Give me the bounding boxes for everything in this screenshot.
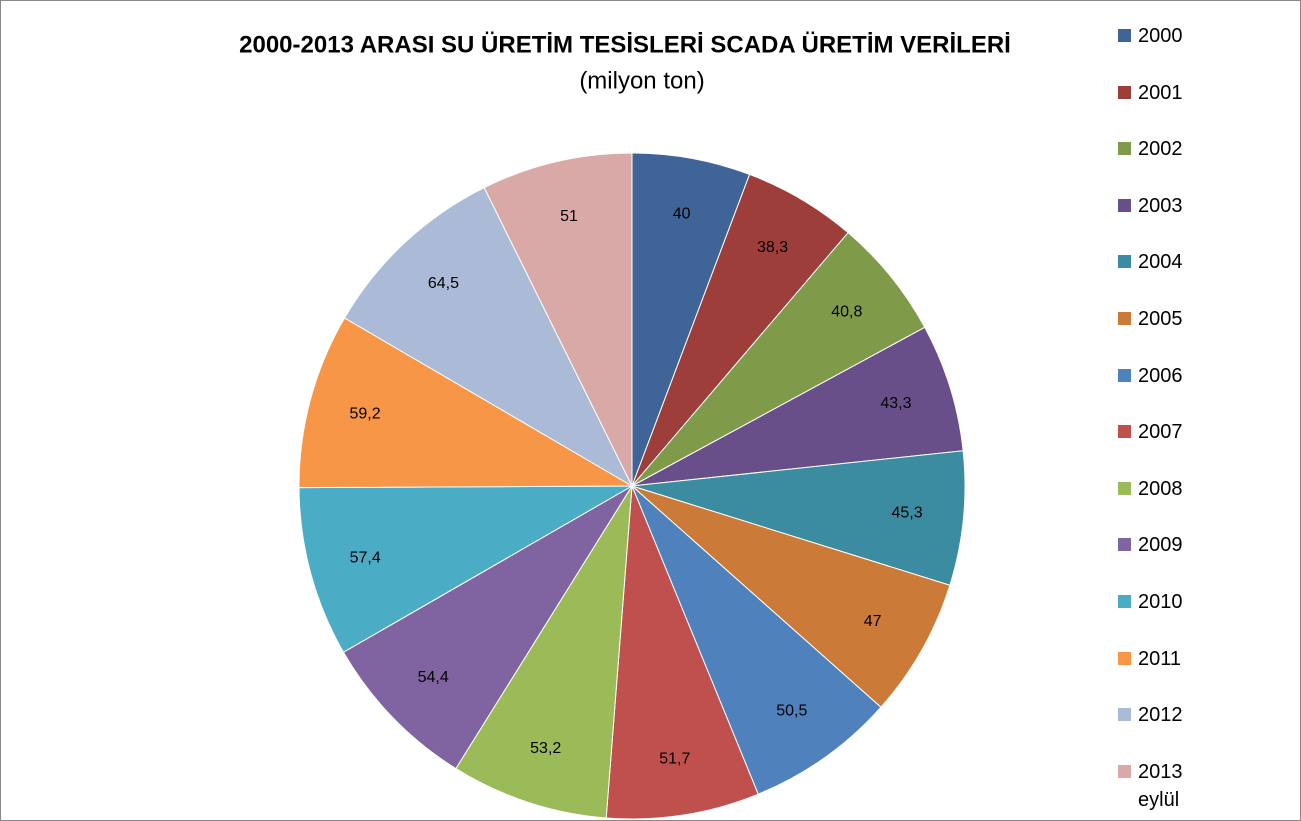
data-label: 51	[560, 208, 578, 225]
legend-item: 2009	[1118, 531, 1228, 559]
legend-swatch	[1118, 85, 1131, 99]
legend-label: 2003	[1138, 194, 1183, 217]
data-label: 59,2	[349, 406, 380, 423]
data-label: 53,2	[530, 740, 561, 757]
legend-item: 2012	[1118, 701, 1228, 729]
chart-title: 2000-2013 ARASI SU ÜRETİM TESİSLERİ SCAD…	[239, 31, 1011, 58]
legend-label: 2012	[1138, 704, 1183, 727]
legend-swatch	[1118, 312, 1131, 325]
data-label: 43,3	[880, 395, 911, 412]
data-label: 40	[673, 205, 691, 222]
data-label: 57,4	[350, 549, 381, 566]
legend-swatch	[1118, 198, 1131, 212]
legend-item: 2001	[1118, 79, 1228, 107]
legend-item: 2007	[1118, 418, 1228, 446]
legend-label: 2008	[1138, 477, 1183, 500]
data-label: 50,5	[776, 703, 807, 720]
pie-slice	[298, 485, 634, 653]
legend-swatch	[1118, 481, 1131, 495]
legend-label: 2002	[1138, 138, 1183, 161]
data-label: 47	[864, 613, 882, 630]
legend-swatch	[1118, 142, 1131, 156]
legend-item: 2000	[1118, 22, 1228, 50]
legend-item: 2004	[1118, 248, 1228, 276]
legend-item: 2013 eylül sonu	[1118, 758, 1228, 821]
legend-label: 2011	[1138, 647, 1182, 670]
legend-swatch	[1118, 368, 1131, 382]
data-label: 40,8	[831, 303, 862, 320]
legend-swatch	[1118, 29, 1131, 42]
pie-slice	[605, 485, 759, 820]
legend-item: 2002	[1118, 135, 1228, 163]
chart-subtitle: (milyon ton)	[579, 67, 704, 94]
legend-item: 2008	[1118, 475, 1228, 503]
legend-swatch	[1118, 651, 1131, 665]
legend-swatch	[1118, 538, 1131, 552]
pie-slice	[343, 186, 634, 488]
legend-item: 2011	[1118, 645, 1228, 673]
data-label: 51,7	[659, 750, 690, 767]
pie-slice	[631, 485, 882, 795]
pie-slice	[631, 450, 966, 586]
legend-label: 2004	[1138, 251, 1183, 274]
pie-slice	[455, 485, 633, 819]
legend-label: 2010	[1138, 591, 1183, 613]
legend-swatch	[1118, 595, 1131, 608]
legend-label: 2009	[1138, 534, 1183, 557]
data-label: 64,5	[428, 275, 459, 292]
pie-slice	[631, 485, 951, 708]
legend-item: 2005	[1118, 305, 1228, 333]
legend-label: 2001	[1138, 81, 1183, 104]
legend-label: 2007	[1138, 421, 1183, 444]
legend-swatch	[1118, 764, 1131, 778]
data-label: 54,4	[418, 669, 449, 686]
legend-item: 2010	[1118, 588, 1228, 616]
legend-swatch	[1118, 708, 1131, 722]
legend-label: 2006	[1138, 364, 1183, 387]
legend-label: 2000	[1138, 25, 1183, 47]
legend-label: 2005	[1138, 308, 1183, 330]
data-label: 45,3	[891, 504, 922, 521]
pie-slice	[298, 317, 634, 489]
legend-swatch	[1118, 425, 1131, 439]
pie-slice	[631, 326, 964, 487]
legend-item: 2003	[1118, 192, 1228, 220]
pie-slice	[483, 152, 633, 487]
legend-label: 2013 eylül sonu	[1138, 760, 1183, 821]
pie-slice	[342, 485, 633, 770]
legend-item: 2006	[1118, 362, 1228, 390]
data-label: 38,3	[757, 239, 788, 256]
legend-swatch	[1118, 255, 1131, 269]
pie-slice	[631, 231, 926, 487]
